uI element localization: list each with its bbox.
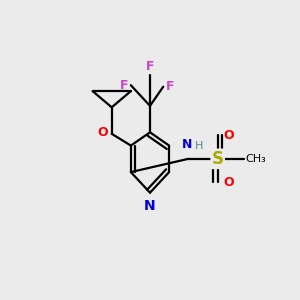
Text: S: S bbox=[212, 150, 224, 168]
Text: O: O bbox=[98, 126, 108, 139]
Text: N: N bbox=[182, 138, 192, 151]
Text: F: F bbox=[146, 60, 154, 74]
Text: N: N bbox=[144, 199, 156, 213]
Text: O: O bbox=[224, 129, 234, 142]
Text: O: O bbox=[224, 176, 234, 189]
Text: F: F bbox=[119, 79, 128, 92]
Text: F: F bbox=[166, 80, 175, 93]
Text: CH₃: CH₃ bbox=[246, 154, 266, 164]
Text: H: H bbox=[195, 141, 203, 151]
